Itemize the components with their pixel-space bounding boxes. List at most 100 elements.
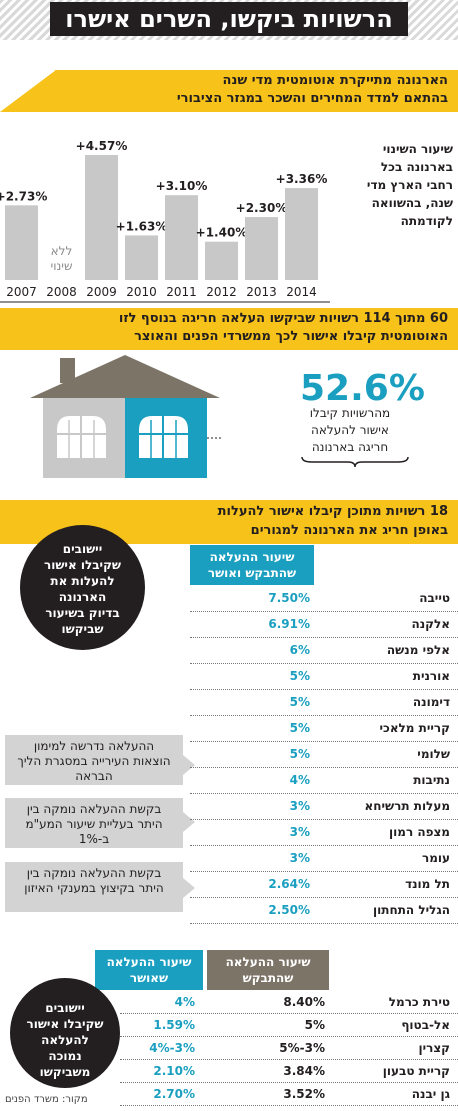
approval-text-line: אישור להעלאה [311, 423, 389, 437]
town-name: הגליל התחתון [373, 903, 450, 917]
bar-2007 [5, 205, 38, 280]
table2-header-line: שיעור ההעלאה [106, 955, 192, 969]
table1-header-line: שהתבקש ואושר [207, 566, 297, 580]
brace [301, 456, 409, 468]
bar-label-2012: +1.40% [196, 226, 248, 240]
approval-text: מהרשויות קיבלו אישור להעלאה חריגה בארנונ… [300, 405, 400, 456]
section2-banner-line1: 60 מתוך 114 רשויות שביקשו העלאה חריגה בנ… [118, 311, 448, 326]
town-name: קצרין [418, 1041, 450, 1055]
town-name: טייבה [419, 591, 450, 605]
town-name: אלקנה [411, 617, 450, 631]
table-row: קצרין 5%-3% 4%-3% [120, 1036, 458, 1060]
table-row: טייבה 7.50% [190, 585, 458, 612]
section1-banner-line2: בהתאם למדד המחירים והשכר במגזר הציבורי [176, 91, 448, 106]
approval-text-line: חריגה בארנונה [311, 440, 389, 454]
approved-rate: 2.70% [153, 1087, 195, 1101]
note-pointer [183, 755, 195, 775]
bar-label-2010: +1.63% [116, 219, 168, 233]
chart-note-line: רחבי הארץ מדי [366, 178, 453, 192]
year-tick: 2012 [206, 285, 237, 299]
header: הרשויות ביקשו, השרים אישרו [0, 0, 458, 40]
source-note: מקור: משרד הפנים [5, 1094, 88, 1105]
table-row: אורנית 5% [190, 663, 458, 690]
bar-2009 [85, 155, 118, 280]
section1-banner-line1: הארנונה מתייקרת אוטומטית מדי שנה [222, 73, 448, 88]
note-pointer [183, 878, 195, 898]
approved-rate: 3% [289, 799, 310, 813]
town-name: אורנית [412, 669, 450, 683]
banner-triangle [0, 70, 56, 112]
town-name: אלפי מנשה [386, 643, 450, 657]
bar-2011 [165, 195, 198, 280]
page-title: הרשויות ביקשו, השרים אישרו [50, 2, 408, 36]
bar-2012 [205, 241, 238, 280]
no-change-label: שינוי [51, 259, 73, 273]
requested-rate: 3.84% [283, 1064, 325, 1078]
year-tick: 2011 [166, 285, 197, 299]
year-tick: 2010 [126, 285, 157, 299]
chart-note-line: לקודמתה [400, 214, 453, 228]
year-tick: 2007 [6, 285, 37, 299]
table-row: דימונה 5% [190, 689, 458, 716]
year-tick: 2013 [246, 285, 277, 299]
requested-rate: 5% [304, 1018, 325, 1032]
town-name: טירת כרמל [388, 995, 450, 1009]
requested-rate: 8.40% [283, 995, 325, 1009]
bar-2014 [285, 188, 318, 280]
circle-line: משביקשו [39, 1065, 91, 1079]
window-right [139, 416, 188, 458]
approved-rate: 1.59% [153, 1018, 195, 1032]
table2-header-requested: שיעור ההעלאה שהתבקש [207, 950, 329, 990]
table-row: קריית מלאכי 5% [190, 715, 458, 742]
table-row: שלומי 5% [190, 741, 458, 768]
bar-label-2014: +3.36% [276, 172, 328, 186]
approved-rate: 2.50% [268, 903, 310, 917]
chart-note: שיעור השינוי בארנונה בכל רחבי הארץ מדי ש… [338, 140, 453, 230]
bar-2010 [125, 235, 158, 280]
town-name: מעלות תרשיחא [364, 799, 450, 813]
requested-rate: 5%-3% [279, 1041, 325, 1055]
chart-note-line: בארנונה בכל [380, 160, 453, 174]
approved-rate: 5% [289, 747, 310, 761]
table-row: תל מונד 2.64% [190, 871, 458, 898]
chart-note-line: שיעור השינוי [382, 142, 453, 156]
table-row: טירת כרמל 8.40% 4% [120, 990, 458, 1014]
circle-line: שקיבלו אישור [26, 1017, 104, 1031]
circle-line: יישובים [45, 1001, 85, 1015]
town-name: גן יבנה [411, 1087, 450, 1101]
town-name: מצפה רמון [389, 825, 450, 839]
approval-text-line: מהרשויות קיבלו [309, 406, 391, 420]
circle-line: בדיוק בשיעור [45, 606, 120, 620]
table-row: מעלות תרשיחא 3% [190, 793, 458, 820]
bar-label-2013: +2.30% [236, 201, 288, 215]
section3-banner-line1: 18 רשויות מתוכן קיבלו אישור להעלות [217, 504, 448, 519]
table2-header-line: שאושר [129, 971, 169, 985]
town-name: שלומי [417, 747, 450, 761]
bar-label-2009: +4.57% [76, 139, 128, 153]
table1-header: שיעור ההעלאה שהתבקש ואושר [190, 545, 314, 585]
section2-banner: 60 מתוך 114 רשויות שביקשו העלאה חריגה בנ… [0, 308, 458, 350]
approved-rate: 6.91% [268, 617, 310, 631]
table-row: עומר 3% [190, 845, 458, 872]
note-recovery: ההעלאה נדרשה למימון הוצאות העירייה במסגר… [5, 735, 183, 785]
town-name: אל-בטוף [401, 1018, 450, 1032]
approved-rate: 4% [289, 773, 310, 787]
house-roof [30, 355, 220, 398]
circle-line: להעלאה [41, 1033, 89, 1047]
bar-label-2007: +2.73% [0, 189, 47, 203]
table-row: אל-בטוף 5% 1.59% [120, 1013, 458, 1037]
note-pointer [183, 812, 195, 832]
table2-header-line: שיעור ההעלאה [225, 955, 311, 969]
approved-rate: 7.50% [268, 591, 310, 605]
table1-header-line: שיעור ההעלאה [209, 550, 295, 564]
table2-header-approved: שיעור ההעלאה שאושר [95, 950, 203, 990]
lower-approval-circle: יישובים שקיבלו אישור להעלאה נמוכה משביקש… [10, 978, 120, 1088]
requested-rate: 3.52% [283, 1087, 325, 1101]
bar-label-2011: +3.10% [156, 179, 208, 193]
table-row: קריית טבעון 3.84% 2.10% [120, 1059, 458, 1083]
house-chimney [60, 358, 75, 383]
table-row: גן יבנה 3.52% 2.70% [120, 1082, 458, 1106]
section3-banner: 18 רשויות מתוכן קיבלו אישור להעלות באופן… [0, 500, 458, 544]
approved-rate: 5% [289, 669, 310, 683]
